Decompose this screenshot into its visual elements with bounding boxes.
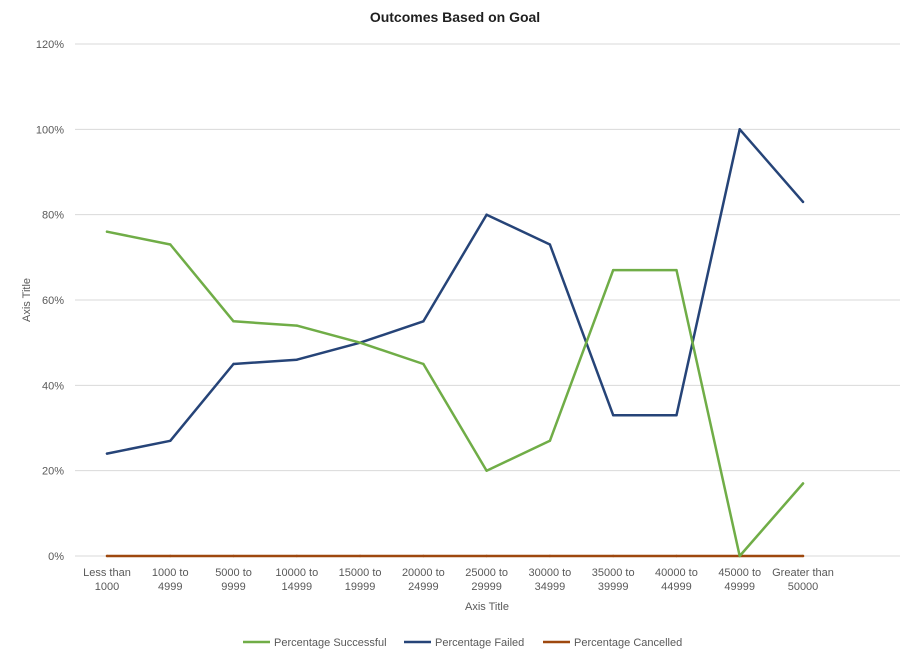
x-tick-label: Less than 1000 bbox=[83, 567, 131, 593]
data-point-percentage-cancelled bbox=[611, 554, 615, 558]
x-tick-label: 40000 to 44999 bbox=[655, 567, 698, 593]
x-axis-title: Axis Title bbox=[465, 601, 509, 613]
data-point-percentage-cancelled bbox=[295, 554, 299, 558]
x-tick-label: 1000 to 4999 bbox=[152, 567, 189, 593]
y-tick-label: 120% bbox=[36, 39, 64, 51]
y-tick-label: 20% bbox=[42, 466, 64, 478]
legend-item-percentage-failed: Percentage Failed bbox=[404, 637, 524, 649]
legend-label: Percentage Failed bbox=[435, 637, 524, 649]
data-point-percentage-successful bbox=[738, 554, 741, 558]
data-point-percentage-cancelled bbox=[358, 554, 362, 558]
data-point-percentage-successful bbox=[548, 439, 552, 442]
data-point-percentage-failed bbox=[675, 414, 678, 417]
series-line-percentage-failed bbox=[105, 128, 805, 455]
y-tick-label: 40% bbox=[42, 380, 64, 392]
y-tick-label: 60% bbox=[42, 295, 64, 307]
y-tick-label: 0% bbox=[48, 551, 64, 563]
data-point-percentage-failed bbox=[738, 128, 741, 131]
x-tick-label: 45000 to 49999 bbox=[718, 567, 761, 593]
x-tick-label: 15000 to 19999 bbox=[339, 567, 382, 593]
data-point-percentage-cancelled bbox=[801, 554, 805, 558]
data-point-percentage-cancelled bbox=[485, 554, 488, 558]
data-point-percentage-cancelled bbox=[169, 554, 172, 558]
legend: Percentage Successful Percentage Failed Pe… bbox=[243, 637, 682, 649]
data-point-percentage-failed bbox=[169, 439, 172, 442]
axis-ticks: 0% 20% 40% 60% 80% 100% 120% Less than 1000 1000 … bbox=[36, 39, 834, 593]
x-tick-label: 20000 to 24999 bbox=[402, 567, 445, 593]
data-point-percentage-successful bbox=[358, 341, 362, 344]
data-point-percentage-failed bbox=[105, 452, 109, 455]
data-point-percentage-successful bbox=[675, 268, 678, 272]
x-tick-label: 10000 to 14999 bbox=[275, 567, 318, 593]
data-point-percentage-failed bbox=[548, 243, 552, 246]
x-tick-label: 5000 to 9999 bbox=[215, 567, 252, 593]
x-tick-label: 30000 to 34999 bbox=[528, 567, 571, 593]
y-axis-title: Axis Title bbox=[21, 278, 33, 322]
data-point-percentage-failed bbox=[801, 200, 805, 204]
x-tick-label: 25000 to 29999 bbox=[465, 567, 508, 593]
data-point-percentage-successful bbox=[611, 268, 615, 272]
data-point-percentage-successful bbox=[485, 469, 488, 472]
data-point-percentage-cancelled bbox=[675, 554, 678, 558]
legend-label: Percentage Successful bbox=[274, 637, 387, 649]
data-point-percentage-failed bbox=[422, 320, 425, 323]
data-point-percentage-cancelled bbox=[105, 554, 109, 558]
data-point-percentage-successful bbox=[801, 482, 805, 485]
legend-item-percentage-successful: Percentage Successful bbox=[243, 637, 387, 649]
data-point-percentage-successful bbox=[422, 362, 425, 366]
legend-label: Percentage Cancelled bbox=[574, 637, 682, 649]
series-lines bbox=[105, 128, 805, 558]
x-tick-label: Greater than 50000 bbox=[772, 567, 834, 593]
data-point-percentage-successful bbox=[169, 243, 172, 246]
data-point-percentage-cancelled bbox=[548, 554, 552, 558]
data-point-percentage-cancelled bbox=[232, 554, 235, 558]
data-point-percentage-successful bbox=[232, 320, 235, 323]
legend-item-percentage-cancelled: Percentage Cancelled bbox=[543, 637, 682, 649]
y-tick-label: 100% bbox=[36, 124, 64, 136]
data-point-percentage-successful bbox=[105, 230, 109, 233]
series-line-percentage-successful bbox=[105, 230, 805, 558]
data-point-percentage-successful bbox=[295, 324, 299, 327]
data-point-percentage-cancelled bbox=[422, 554, 425, 558]
gridlines bbox=[75, 43, 900, 557]
data-point-percentage-failed bbox=[232, 362, 235, 366]
x-tick-label: 35000 to 39999 bbox=[592, 567, 635, 593]
data-point-percentage-failed bbox=[485, 213, 488, 216]
y-tick-label: 80% bbox=[42, 210, 64, 222]
data-point-percentage-failed bbox=[295, 358, 299, 361]
chart-title: Outcomes Based on Goal bbox=[370, 9, 540, 25]
data-point-percentage-failed bbox=[611, 414, 615, 417]
